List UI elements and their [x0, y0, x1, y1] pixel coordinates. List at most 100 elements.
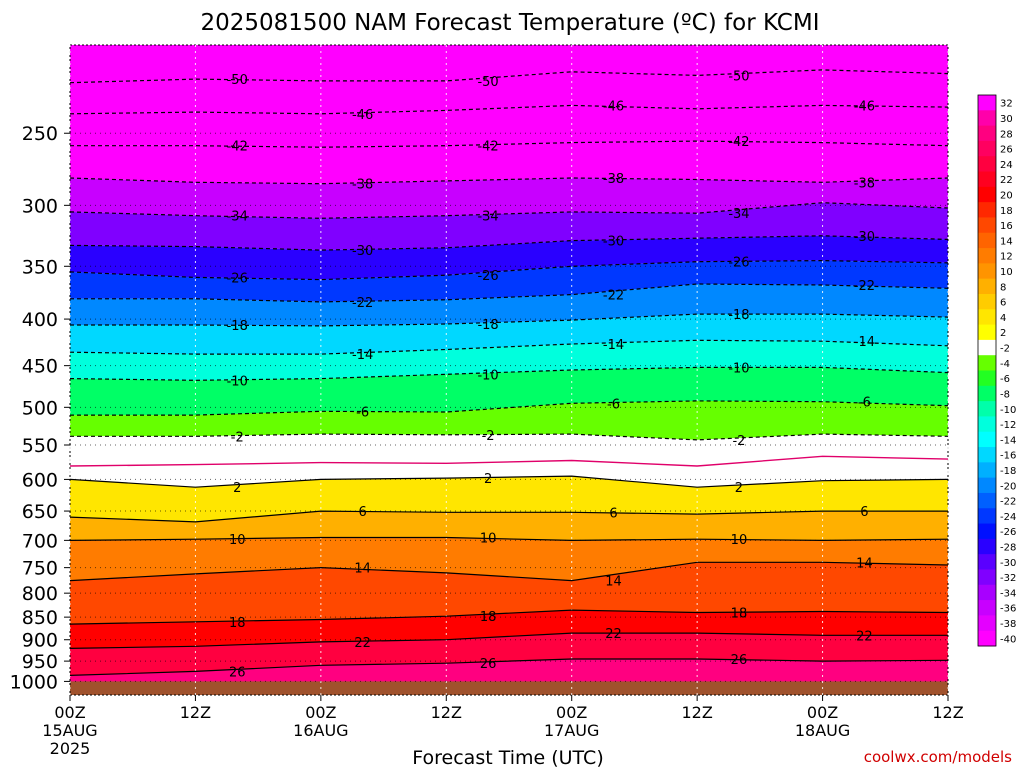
- contour-label: -38: [603, 172, 624, 187]
- contour-label: 18: [480, 610, 497, 625]
- colorbar-label: -26: [1000, 527, 1016, 538]
- colorbar-swatch: [978, 477, 996, 494]
- contour-label: -22: [603, 289, 624, 304]
- contour-label: -46: [352, 108, 373, 123]
- contour-line: [69, 632, 948, 649]
- contour-label: 14: [856, 556, 873, 571]
- grid: [69, 45, 949, 695]
- colorbar-label: -24: [1000, 512, 1016, 523]
- y-tick-label: 600: [22, 469, 58, 491]
- contour-label: -14: [352, 348, 373, 363]
- contour-label: -30: [352, 244, 373, 259]
- contour-line: [69, 510, 948, 523]
- colorbar-label: 4: [1000, 313, 1006, 324]
- colorbar-frame: [977, 94, 997, 647]
- contour-label: -30: [854, 230, 875, 245]
- colorbar-label: -28: [1000, 543, 1016, 554]
- colorbar-swatch: [978, 156, 996, 173]
- contour-label: -10: [728, 361, 749, 376]
- y-axis: 2503003504004505005506006507007508008509…: [10, 123, 70, 693]
- contour-label: -14: [603, 338, 624, 353]
- colorbar-label: -2: [1000, 344, 1010, 355]
- colorbar-label: 2: [1000, 328, 1006, 339]
- contour-label: -2: [732, 434, 745, 449]
- colorbar-swatch: [978, 339, 996, 356]
- temperature-band: [70, 202, 948, 251]
- contour-line: [69, 339, 949, 355]
- contour-label: -2: [231, 430, 244, 445]
- contour-line: [69, 475, 949, 488]
- contour-label: -42: [227, 140, 248, 155]
- contour-label: 22: [856, 629, 873, 644]
- x-tick-date: 17AUG: [544, 721, 599, 740]
- contour-line: [69, 658, 949, 676]
- colorbar-label: -8: [1000, 389, 1010, 400]
- contour-label: 10: [480, 532, 497, 547]
- colorbar-swatch: [978, 110, 996, 127]
- colorbar-swatch: [978, 202, 996, 218]
- colorbar-swatch: [978, 125, 996, 142]
- colorbar: 32 30 28 26 24 22 20 18 16 14 12 10 8 6 4 2 -2 -4 -6 -8 -10 -…: [977, 94, 1016, 647]
- colorbar-swatch: [978, 140, 996, 157]
- colorbar-label: -40: [1000, 634, 1016, 645]
- contour-label: -42: [477, 140, 498, 155]
- y-tick-label: 250: [22, 123, 58, 145]
- colorbar-swatch: [978, 523, 996, 540]
- contour-label: -42: [728, 135, 749, 150]
- colorbar-swatch: [978, 278, 996, 295]
- colorbar-label: -22: [1000, 497, 1016, 508]
- contour-label: -50: [477, 75, 498, 90]
- colorbar-swatch: [978, 309, 996, 326]
- y-tick-label: 850: [22, 607, 58, 629]
- x-tick-label: 00Z: [305, 703, 336, 722]
- contour-label: -22: [352, 296, 373, 311]
- y-tick-label: 950: [22, 651, 58, 673]
- contour-label: -18: [728, 308, 749, 323]
- contour-label: -38: [352, 178, 373, 193]
- x-tick-label: 12Z: [932, 703, 963, 722]
- contour-label: -26: [477, 269, 498, 284]
- contour-label: 6: [609, 506, 617, 521]
- colorbar-label: 6: [1000, 298, 1006, 309]
- temperature-band: [70, 511, 948, 541]
- contour-label: -6: [607, 397, 620, 412]
- temperature-band: [70, 284, 948, 326]
- contour-line: [69, 104, 949, 115]
- colorbar-label: -36: [1000, 604, 1016, 615]
- colorbar-label: 8: [1000, 282, 1006, 293]
- colorbar-label: -6: [1000, 374, 1010, 385]
- colorbar-swatch: [978, 554, 996, 570]
- contour-label: 10: [229, 533, 246, 548]
- x-tick-label: 00Z: [807, 703, 838, 722]
- colorbar-swatch: [978, 217, 996, 234]
- temperature-band: [70, 633, 948, 676]
- contour-label: 14: [354, 562, 371, 577]
- contour-label: -34: [477, 210, 498, 225]
- plot-area: [69, 44, 949, 696]
- contour-label: -10: [477, 368, 498, 383]
- temperature-band: [70, 434, 948, 466]
- y-tick-label: 1000: [10, 671, 58, 693]
- colorbar-label: -34: [1000, 588, 1016, 599]
- surface-strip: [70, 681, 948, 695]
- contour-label: -10: [227, 374, 248, 389]
- colorbar-label: 28: [1000, 129, 1013, 140]
- temperature-band: [70, 235, 948, 280]
- colorbar-swatch: [978, 370, 996, 387]
- colorbar-swatch: [978, 492, 996, 509]
- colorbar-label: -32: [1000, 573, 1016, 584]
- y-tick-label: 650: [22, 501, 58, 523]
- colorbar-label: 26: [1000, 145, 1013, 156]
- contour-label: -34: [227, 210, 248, 225]
- temperature-band: [70, 141, 948, 184]
- colorbar-label: -4: [1000, 359, 1010, 370]
- contour-line: [69, 609, 949, 625]
- contour-label: -50: [728, 69, 749, 84]
- contour-label: 22: [354, 636, 371, 651]
- contour-label: -26: [728, 256, 749, 271]
- colorbar-label: -10: [1000, 405, 1016, 416]
- temperature-band: [70, 340, 948, 381]
- colorbar-swatch: [978, 584, 996, 601]
- contour-label: -6: [858, 396, 871, 411]
